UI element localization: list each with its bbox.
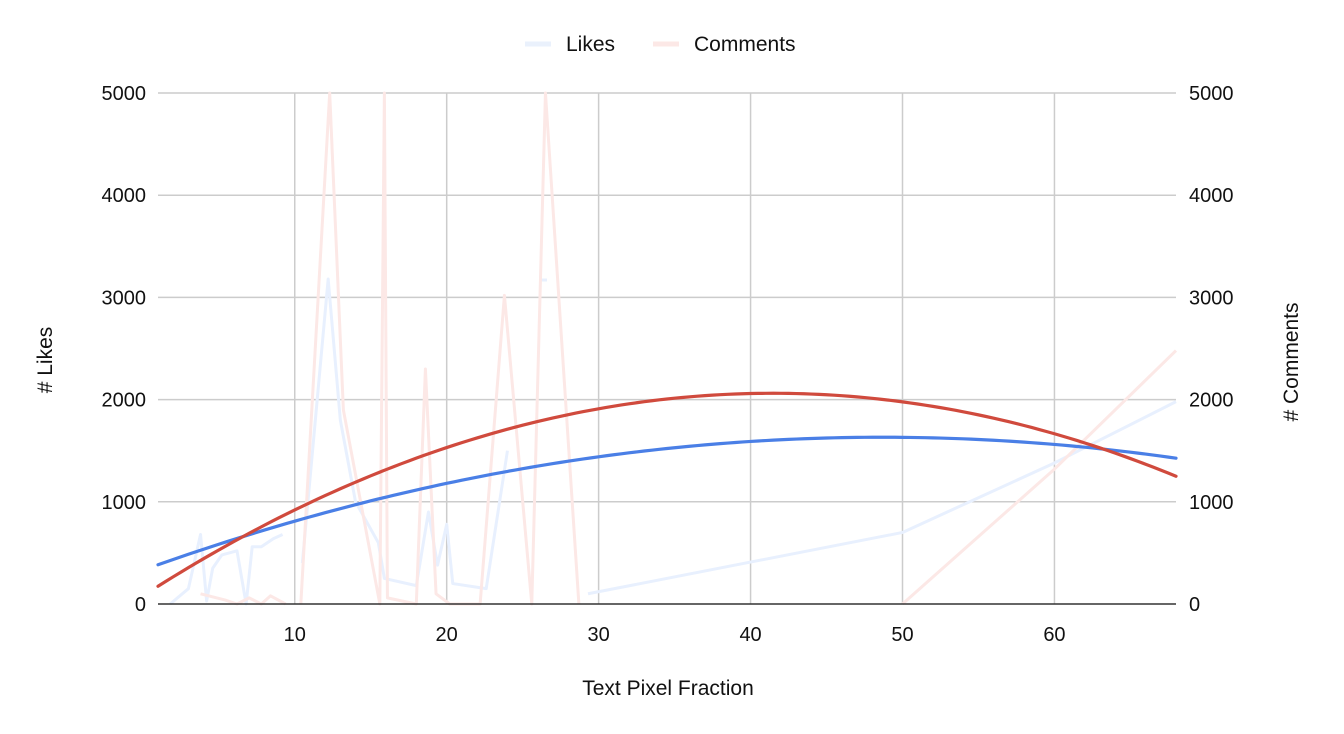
y-right-tick-label: 1000 [1189, 492, 1234, 514]
y-right-tick-label: 2000 [1189, 390, 1234, 412]
x-axis-title: Text Pixel Fraction [582, 677, 754, 700]
x-tick-label: 20 [436, 624, 458, 646]
likes-trendline [156, 435, 1178, 567]
comments-series-line [299, 91, 581, 606]
legend-label: Likes [566, 33, 615, 56]
y-right-tick-label: 4000 [1189, 185, 1234, 207]
legend-item-comments[interactable]: Comments [653, 33, 796, 56]
x-tick-label: 10 [284, 624, 306, 646]
grid [158, 92, 1176, 604]
comments-series-line [901, 349, 1178, 606]
x-tick-label: 60 [1043, 624, 1065, 646]
axes: 0 1000 2000 3000 4000 5000 0 1000 2000 3000 4000 50… [102, 83, 1234, 646]
likes-series-line [300, 277, 509, 591]
y-axis-right-title: # Comments [1280, 302, 1303, 421]
y-left-tick-label: 4000 [102, 185, 147, 207]
legend: Likes Comments [525, 33, 796, 56]
y-right-tick-label: 3000 [1189, 287, 1234, 309]
x-tick-label: 30 [588, 624, 610, 646]
comments-trendline [156, 391, 1178, 588]
y-left-tick-label: 2000 [102, 390, 147, 412]
trendline-layer [156, 391, 1178, 588]
likes-series-line [587, 400, 1177, 596]
y-axis-left-title: # Likes [34, 327, 57, 394]
x-tick-label: 40 [739, 624, 761, 646]
y-right-tick-label: 0 [1189, 594, 1200, 616]
y-left-tick-label: 5000 [102, 83, 147, 105]
y-left-tick-label: 1000 [102, 492, 147, 514]
y-left-tick-label: 3000 [102, 287, 147, 309]
y-left-tick-label: 0 [135, 594, 146, 616]
series-layer [169, 91, 1178, 606]
legend-item-likes[interactable]: Likes [525, 33, 615, 56]
legend-label: Comments [694, 33, 796, 56]
y-right-tick-label: 5000 [1189, 83, 1234, 105]
x-tick-label: 50 [891, 624, 913, 646]
likes-series-line [169, 533, 284, 606]
comments-series-line [200, 592, 287, 606]
